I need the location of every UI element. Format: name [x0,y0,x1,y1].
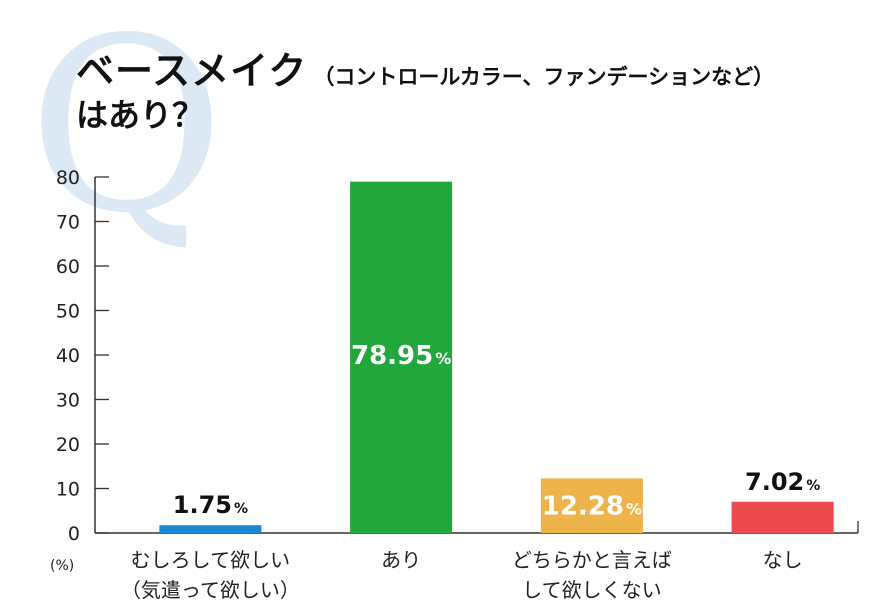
chart-title: ベースメイク （コントロールカラー、ファンデーションなど） [76,40,774,95]
category-label-2-0: どちらかと言えば [512,548,672,572]
y-tick-label-10: 10 [56,479,80,501]
y-tick-label-0: 0 [68,523,80,545]
y-tick-label-30: 30 [56,390,80,412]
y-tick-label-70: 70 [56,212,80,234]
title-main: ベースメイク [76,49,308,93]
q-mark-watermark: Q [28,0,225,266]
y-tick-label-20: 20 [56,434,80,456]
y-tick-label-50: 50 [56,301,80,323]
value-label-0: 1.75% [173,491,248,519]
bar-3 [731,501,834,533]
unit-label: (%) [50,558,74,574]
category-label-0-1: （気遣って欲しい） [121,578,300,602]
y-tick-label-40: 40 [56,345,80,367]
y-tick-label-60: 60 [56,256,80,278]
category-label-2-1: して欲しくない [522,578,661,602]
title-sub: （コントロールカラー、ファンデーションなど） [313,65,775,89]
value-label-1: 78.95% [351,341,451,371]
y-tick-label-80: 80 [56,167,80,189]
category-label-0-0: むしろして欲しい [131,548,290,572]
bar-0 [159,525,262,533]
title-line2: はあり？ [76,96,205,134]
bar-2 [540,478,643,533]
bar-1 [350,181,453,534]
value-label-3: 7.02% [745,468,820,496]
category-label-3-0: なし [763,548,803,572]
value-label-2: 12.28% [542,492,642,522]
category-label-1-0: あり [381,548,421,572]
